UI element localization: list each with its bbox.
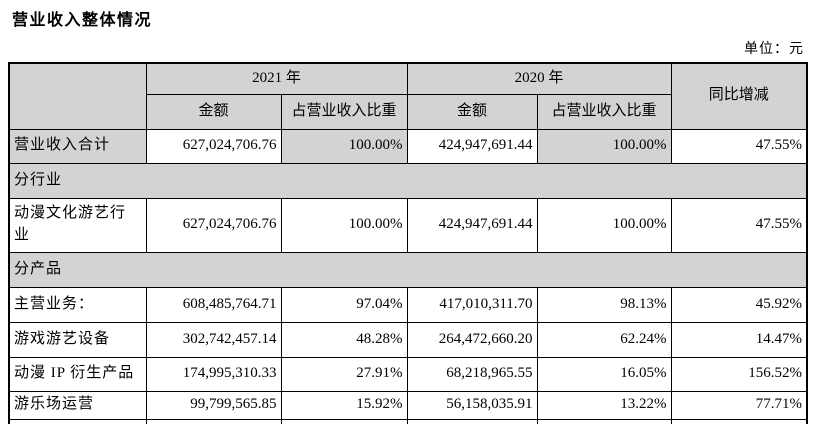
row-label-cell: 动漫文化游艺行业 xyxy=(8,197,147,253)
share-2021-cell: 27.91% xyxy=(280,356,408,392)
section-row: 分行业 xyxy=(8,162,808,199)
yoy-cell: 45.92% xyxy=(670,286,808,323)
share-2020-cell: 100.00% xyxy=(536,128,672,164)
share-2020-cell xyxy=(536,418,672,424)
yoy-cell: 47.55% xyxy=(670,128,808,164)
share-2021-cell: 97.04% xyxy=(280,286,408,323)
amount-2020-cell: 56,158,035.91 xyxy=(406,390,538,420)
amount-2021-cell: 627,024,706.76 xyxy=(145,197,282,253)
yoy-cell: 14.47% xyxy=(670,321,808,358)
row-label-cell: 动漫 IP 衍生产品 xyxy=(8,356,147,392)
share-2021-cell: 48.28% xyxy=(280,321,408,358)
share-2021-cell: 100.00% xyxy=(280,197,408,253)
corner-header-cell xyxy=(8,62,147,130)
row-label-cell: 游乐场运营 xyxy=(8,390,147,420)
unit-label: 单位：元 xyxy=(744,42,804,57)
amount-2020-cell: 424,947,691.44 xyxy=(406,197,538,253)
table-header-row-years: 2021 年 2020 年 同比增减 xyxy=(8,62,808,130)
amount-2020-cell: 264,472,660.20 xyxy=(406,321,538,358)
row-label-cell: 游戏游艺设备 xyxy=(8,321,147,358)
year-2021-header: 2021 年 xyxy=(145,62,408,95)
section-label-cell: 分行业 xyxy=(8,162,808,199)
yoy-cell xyxy=(670,418,808,424)
amount-2020-header: 金额 xyxy=(406,93,538,130)
row-label-cell: 营业收入合计 xyxy=(8,128,147,164)
share-2020-cell: 13.22% xyxy=(536,390,672,420)
yoy-cell: 156.52% xyxy=(670,356,808,392)
share-2020-cell: 16.05% xyxy=(536,356,672,392)
amount-2021-cell: 608,485,764.71 xyxy=(145,286,282,323)
yoy-cell: 47.55% xyxy=(670,197,808,253)
section-row: 分产品 xyxy=(8,251,808,288)
amount-2021-cell: 627,024,706.76 xyxy=(145,128,282,164)
page-title: 营业收入整体情况 xyxy=(12,12,153,29)
amount-2020-cell: 68,218,965.55 xyxy=(406,356,538,392)
row-label-cell xyxy=(8,418,147,424)
table-header-row-metrics: 金额 占营业收入比重 金额 占营业收入比重 xyxy=(9,93,807,130)
amount-2021-header: 金额 xyxy=(145,93,282,130)
amount-2021-cell: 302,742,457.14 xyxy=(145,321,282,358)
yoy-header: 同比增减 xyxy=(670,62,808,130)
table-row: 游戏游艺设备 302,742,457.14 48.28% 264,472,660… xyxy=(8,321,808,358)
share-2020-cell: 62.24% xyxy=(536,321,672,358)
table-row: 营业收入合计 627,024,706.76 100.00% 424,947,69… xyxy=(8,128,808,164)
share-2021-cell: 100.00% xyxy=(280,128,408,164)
amount-2021-cell: 174,995,310.33 xyxy=(145,356,282,392)
share-2021-cell xyxy=(280,418,408,424)
revenue-table: 2021 年 2020 年 同比增减 金额 占营业收入比重 金额 占营业收入比重… xyxy=(8,62,809,424)
table-row-clipped xyxy=(8,418,808,424)
table-row: 动漫 IP 衍生产品 174,995,310.33 27.91% 68,218,… xyxy=(8,356,808,392)
table-row: 主营业务： 608,485,764.71 97.04% 417,010,311.… xyxy=(8,286,808,323)
amount-2020-cell: 424,947,691.44 xyxy=(406,128,538,164)
table-row: 游乐场运营 99,799,565.85 15.92% 56,158,035.91… xyxy=(8,390,808,420)
share-2020-header: 占营业收入比重 xyxy=(536,93,672,130)
share-2020-cell: 98.13% xyxy=(536,286,672,323)
table-row: 动漫文化游艺行业 627,024,706.76 100.00% 424,947,… xyxy=(8,197,808,253)
share-2020-cell: 100.00% xyxy=(536,197,672,253)
year-2020-header: 2020 年 xyxy=(406,62,672,95)
amount-2020-cell xyxy=(406,418,538,424)
share-2021-header: 占营业收入比重 xyxy=(280,93,408,130)
row-label-cell: 主营业务： xyxy=(8,286,147,323)
amount-2021-cell xyxy=(145,418,282,424)
share-2021-cell: 15.92% xyxy=(280,390,408,420)
yoy-cell: 77.71% xyxy=(670,390,808,420)
amount-2021-cell: 99,799,565.85 xyxy=(145,390,282,420)
section-label-cell: 分产品 xyxy=(8,251,808,288)
amount-2020-cell: 417,010,311.70 xyxy=(406,286,538,323)
